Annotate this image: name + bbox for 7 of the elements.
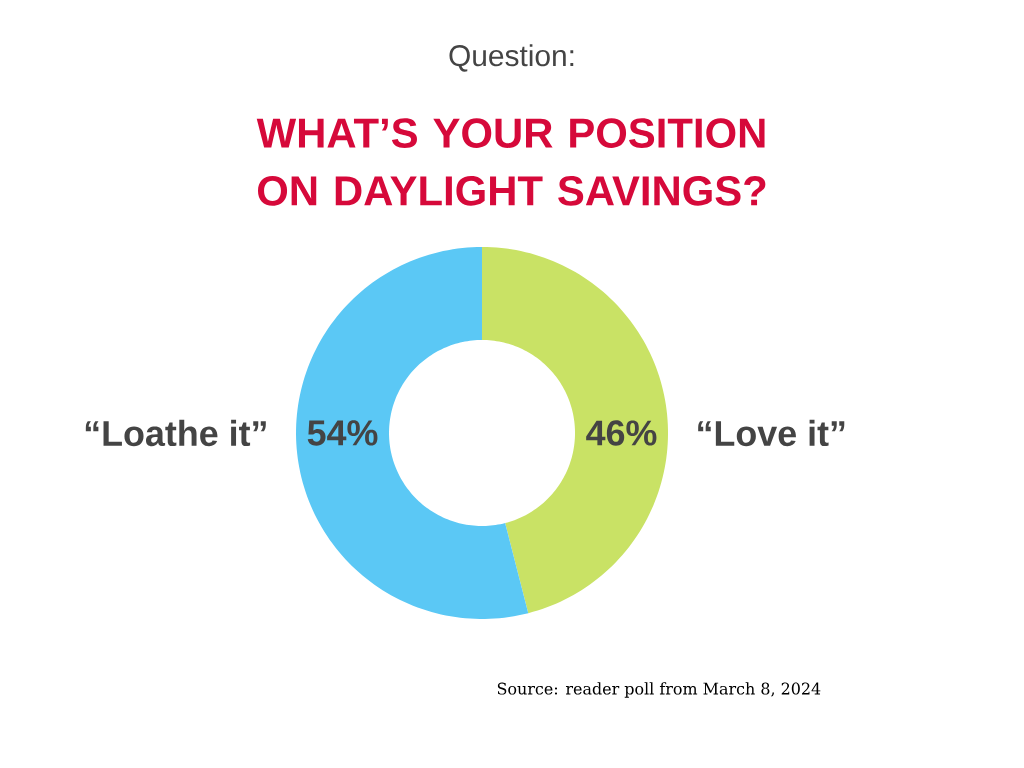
slice-label: “Love it” <box>698 419 845 447</box>
data-label: 46% <box>586 420 657 446</box>
chart-title: WHAT’S YOUR POSITION ON DAYLIGHT SAVINGS? <box>256 118 766 206</box>
chart-subtitle: Question: <box>449 44 574 72</box>
slice-label: “Loathe it” <box>85 419 266 447</box>
source-note: Source: reader poll from March 8, 2024 <box>497 682 821 698</box>
data-label: 54% <box>307 420 378 446</box>
